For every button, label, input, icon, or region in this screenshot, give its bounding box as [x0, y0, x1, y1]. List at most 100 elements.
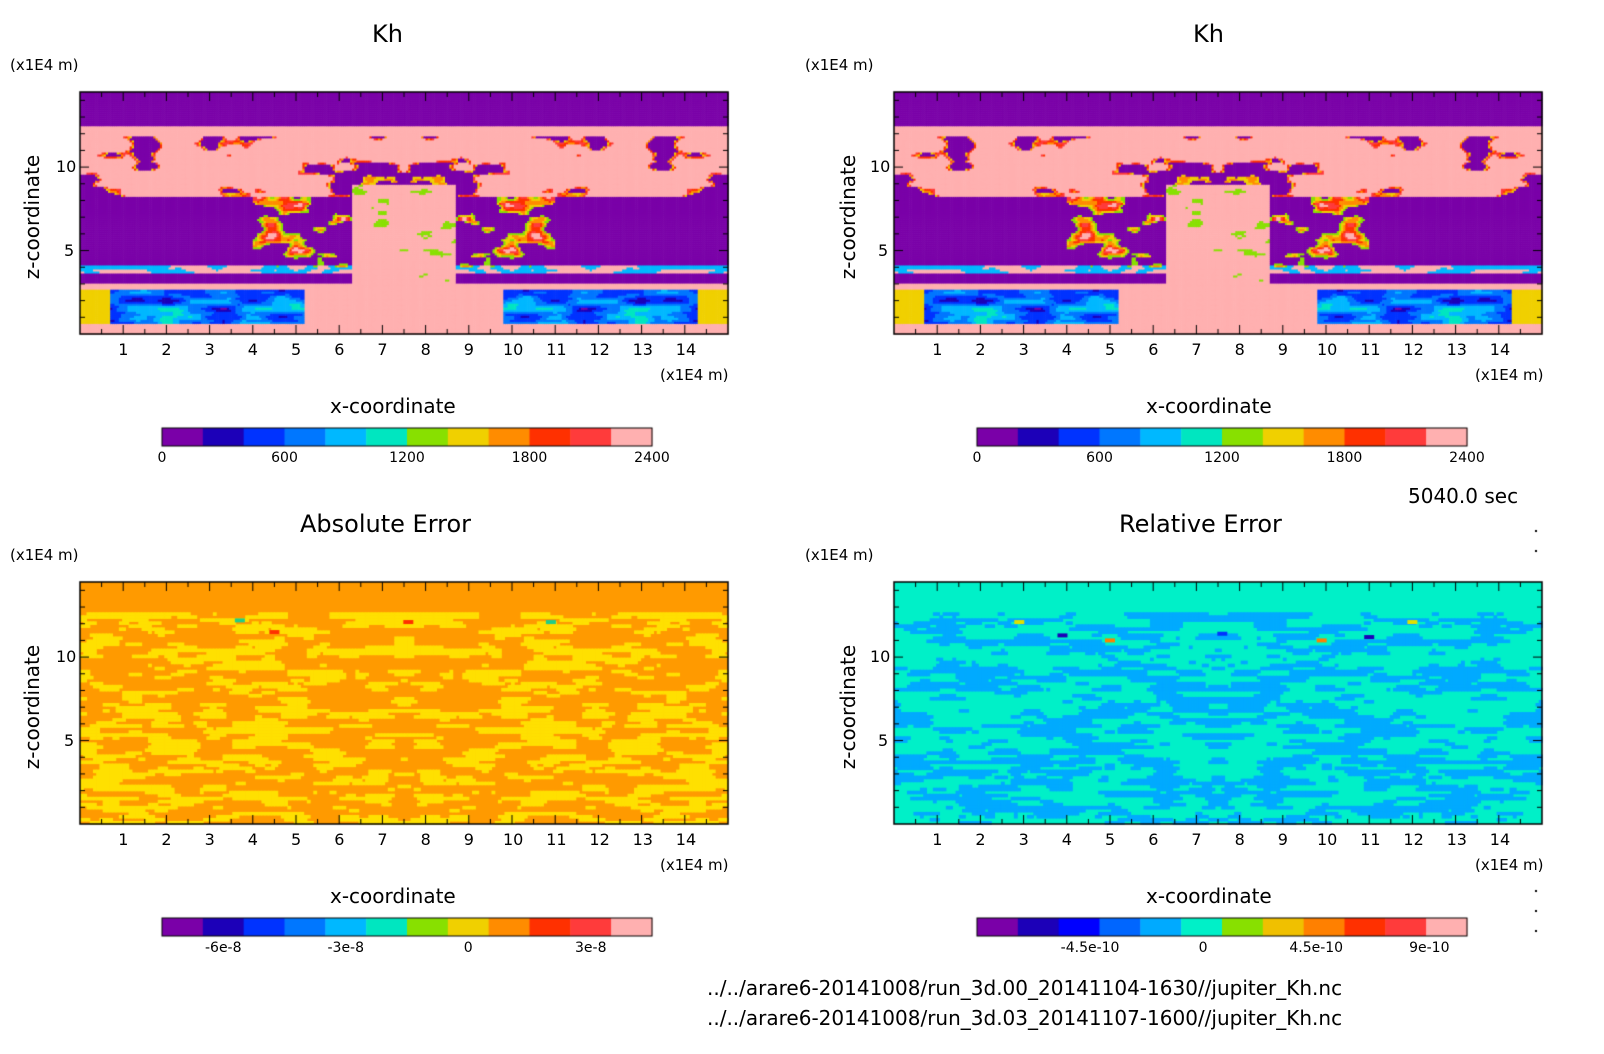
z-axis-label-1: z-coordinate: [20, 154, 44, 280]
x-tick-label: 8: [1234, 830, 1245, 849]
x-tick-label: 6: [334, 830, 345, 849]
x-tick-label: 11: [546, 340, 567, 359]
z-tick-label: 10: [870, 647, 891, 667]
x-unit-1: (x1E4 m): [660, 366, 729, 384]
x-tick-label: 7: [1191, 340, 1202, 359]
x-tick-label: 13: [632, 340, 653, 359]
z-unit-1: (x1E4 m): [10, 56, 79, 74]
z-tick-label: 10: [56, 157, 77, 177]
x-tick-label: 10: [503, 830, 524, 849]
x-tick-label: 9: [1277, 830, 1288, 849]
z-tick-label: 10: [870, 157, 891, 177]
x-tick-label: 8: [1234, 340, 1245, 359]
x-tick-label: 2: [975, 830, 986, 849]
colorbar-tick-label: -6e-8: [204, 940, 242, 956]
x-tick-label: 5: [1105, 830, 1116, 849]
colorbar-tick-label: 0: [157, 450, 167, 466]
x-tick-label: 14: [675, 340, 697, 359]
x-unit-3: (x1E4 m): [660, 856, 729, 874]
x-tick-label: 4: [247, 340, 258, 359]
z-tick-label: 5: [64, 240, 75, 260]
panel-title-rel-error: Relative Error: [1119, 510, 1282, 538]
x-tick-label: 13: [1446, 340, 1467, 359]
x-tick-label: 4: [247, 830, 258, 849]
x-tick-label: 3: [1018, 830, 1029, 849]
colorbar-tick-label: 600: [271, 450, 298, 466]
colorbar-tick-label: 1200: [389, 450, 425, 466]
x-tick-label: 2: [161, 340, 172, 359]
x-tick-label: 5: [291, 340, 302, 359]
colorbar-tick-label: 9e-10: [1409, 940, 1450, 956]
x-tick-label: 1: [118, 830, 129, 849]
x-tick-label: 5: [1105, 340, 1116, 359]
x-tick-label: 6: [1148, 340, 1159, 359]
colorbar-tick-label: -4.5e-10: [1060, 940, 1120, 956]
x-tick-label: 13: [1446, 830, 1467, 849]
x-tick-label: 12: [1403, 340, 1424, 359]
colorbar-tick-label: 0: [463, 940, 473, 956]
z-tick-label: 5: [878, 240, 889, 260]
x-tick-label: 8: [420, 340, 431, 359]
z-axis-label-3: z-coordinate: [20, 644, 44, 770]
panel-title-kh-2: Kh: [1193, 20, 1224, 48]
z-unit-4: (x1E4 m): [805, 546, 874, 564]
x-tick-label: 9: [463, 340, 474, 359]
x-tick-label: 12: [1403, 830, 1424, 849]
x-tick-label: 12: [589, 830, 610, 849]
x-tick-label: 3: [204, 340, 215, 359]
x-tick-label: 7: [377, 340, 388, 359]
x-tick-label: 10: [1317, 830, 1338, 849]
colorbar-tick-label: 1800: [1326, 450, 1363, 466]
x-tick-label: 10: [503, 340, 524, 359]
x-tick-label: 6: [1148, 830, 1159, 849]
colorbar-tick-label: 2400: [634, 450, 670, 466]
x-tick-label: 1: [118, 340, 129, 359]
z-unit-3: (x1E4 m): [10, 546, 79, 564]
x-tick-label: 3: [204, 830, 215, 849]
colorbar-tick-label: 4.5e-10: [1289, 940, 1344, 956]
x-tick-label: 8: [420, 830, 431, 849]
x-axis-label-4: x-coordinate: [1146, 884, 1272, 908]
x-tick-label: 13: [632, 830, 653, 849]
x-tick-label: 11: [1360, 830, 1381, 849]
x-tick-label: 1: [932, 340, 943, 359]
z-tick-label: 5: [878, 730, 889, 750]
x-tick-label: 4: [1061, 830, 1072, 849]
x-tick-label: 4: [1061, 340, 1072, 359]
x-tick-label: 12: [589, 340, 610, 359]
x-tick-label: 3: [1018, 340, 1029, 359]
x-axis-label-2: x-coordinate: [1146, 394, 1272, 418]
colorbar-tick-label: 2400: [1449, 450, 1485, 466]
z-axis-label-2: z-coordinate: [836, 154, 860, 280]
z-unit-2: (x1E4 m): [805, 56, 874, 74]
x-tick-label: 10: [1317, 340, 1338, 359]
x-axis-label-3: x-coordinate: [330, 884, 456, 908]
colorbar-tick-label: 0: [1198, 940, 1208, 956]
x-tick-label: 6: [334, 340, 345, 359]
x-tick-label: 9: [1277, 340, 1288, 359]
x-tick-label: 2: [975, 340, 986, 359]
colorbar-tick-label: 0: [972, 450, 982, 466]
file-path-1: ../../arare6-20141008/run_3d.00_20141104…: [707, 976, 1343, 1000]
x-tick-label: 14: [1489, 830, 1511, 849]
panel-title-kh-1: Kh: [372, 20, 403, 48]
colorbar-tick-label: 3e-8: [575, 940, 607, 956]
x-unit-4: (x1E4 m): [1475, 856, 1544, 874]
x-tick-label: 9: [463, 830, 474, 849]
colorbar-tick-label: 600: [1086, 450, 1113, 466]
x-axis-label-1: x-coordinate: [330, 394, 456, 418]
z-axis-label-4: z-coordinate: [836, 644, 860, 770]
x-tick-label: 14: [675, 830, 697, 849]
colorbar-tick-label: -3e-8: [327, 940, 365, 956]
x-tick-label: 14: [1489, 340, 1511, 359]
x-tick-label: 1: [932, 830, 943, 849]
time-label: 5040.0 sec: [1408, 484, 1519, 508]
x-tick-label: 2: [161, 830, 172, 849]
colorbar-tick-label: 1200: [1204, 450, 1240, 466]
x-tick-label: 11: [1360, 340, 1381, 359]
z-tick-label: 10: [56, 647, 77, 667]
file-path-2: ../../arare6-20141008/run_3d.03_20141107…: [707, 1006, 1343, 1030]
x-tick-label: 11: [546, 830, 567, 849]
colorbar-tick-label: 1800: [511, 450, 548, 466]
